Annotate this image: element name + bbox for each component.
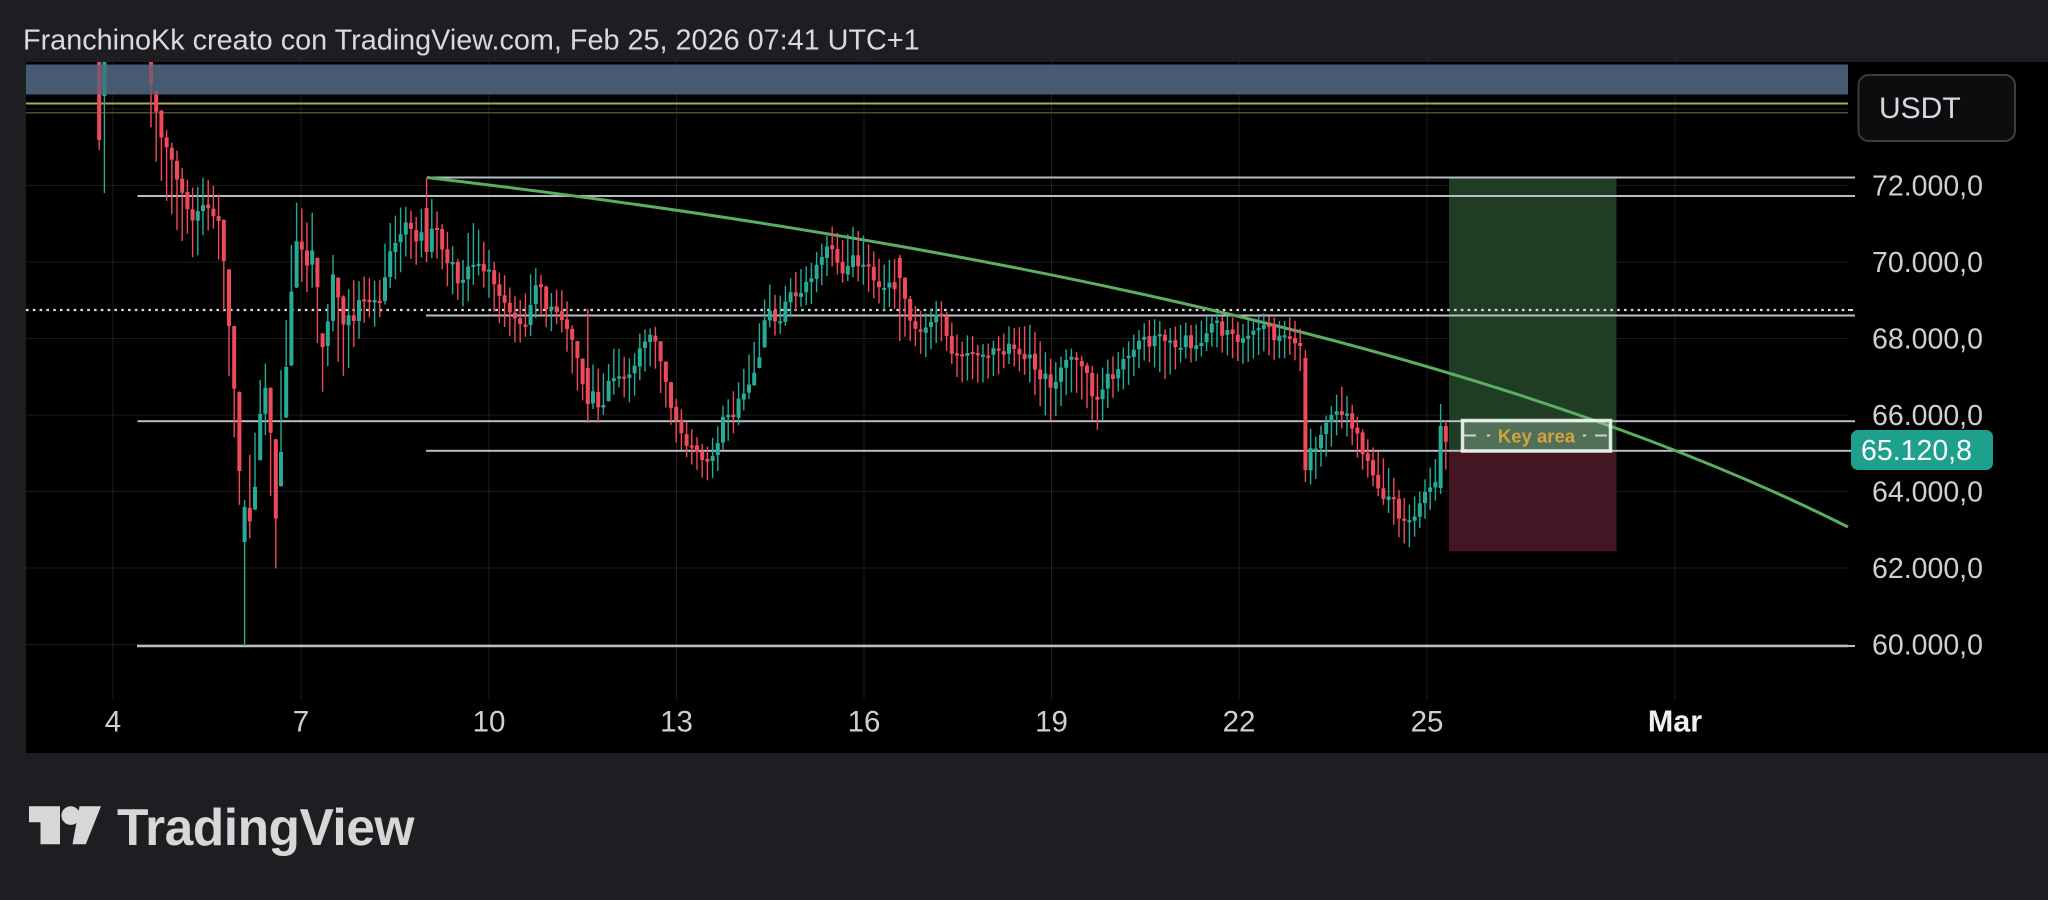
svg-text:64.000,0: 64.000,0 — [1872, 477, 1983, 509]
svg-text:TradingView: TradingView — [117, 798, 415, 856]
svg-text:70.000,0: 70.000,0 — [1872, 247, 1983, 279]
svg-text:FranchinoKk creato con Trading: FranchinoKk creato con TradingView.com, … — [23, 25, 920, 57]
svg-text:25: 25 — [1411, 706, 1444, 739]
svg-text:Key area: Key area — [1498, 426, 1576, 447]
svg-text:Mar: Mar — [1648, 705, 1702, 739]
svg-text:13: 13 — [660, 706, 693, 739]
svg-text:7: 7 — [293, 706, 309, 739]
svg-text:USDT: USDT — [1879, 92, 1961, 125]
svg-text:22: 22 — [1223, 706, 1256, 739]
svg-text:16: 16 — [848, 706, 881, 739]
svg-text:72.000,0: 72.000,0 — [1872, 170, 1983, 202]
svg-text:4: 4 — [105, 706, 121, 739]
svg-text:10: 10 — [473, 706, 506, 739]
svg-text:60.000,0: 60.000,0 — [1872, 630, 1983, 662]
svg-text:19: 19 — [1035, 706, 1068, 739]
svg-text:65.120,8: 65.120,8 — [1861, 435, 1972, 467]
svg-text:68.000,0: 68.000,0 — [1872, 324, 1983, 356]
svg-text:62.000,0: 62.000,0 — [1872, 553, 1983, 585]
svg-text:66.000,0: 66.000,0 — [1872, 400, 1983, 432]
